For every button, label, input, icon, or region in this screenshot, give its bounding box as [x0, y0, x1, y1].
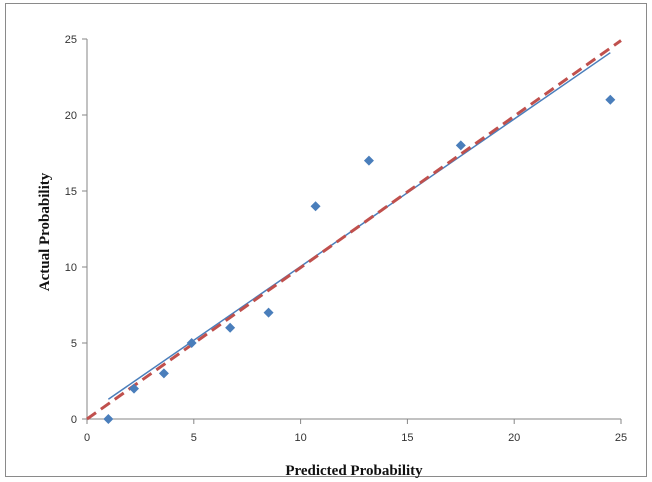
data-point-diamond [455, 140, 466, 151]
data-point-diamond [103, 414, 114, 424]
x-tick-label: 10 [294, 432, 306, 444]
x-tick-label: 25 [615, 432, 627, 444]
dashed-reference-line [86, 39, 622, 421]
data-point-diamond [128, 383, 139, 394]
scatter-chart: 0 5 10 15 20 25 0 5 10 15 20 25 Predicted Probabili… [37, 34, 627, 478]
chart-frame: 0 5 10 15 20 25 0 5 10 15 20 25 Predicted Probabili… [5, 3, 647, 478]
data-point-diamond [158, 368, 169, 379]
data-point-diamond [310, 201, 321, 212]
data-point-diamond [263, 307, 274, 318]
x-tick-label: 15 [401, 432, 413, 444]
axes [82, 38, 622, 424]
data-point-diamond [363, 155, 374, 166]
x-tick-label: 0 [84, 432, 90, 444]
x-tick-label: 20 [508, 432, 520, 444]
y-tick-label: 10 [65, 262, 77, 274]
y-tick-label: 0 [71, 414, 77, 426]
y-tick-label: 15 [65, 186, 77, 198]
tick-labels: 0 5 10 15 20 25 0 5 10 15 20 25 [65, 34, 627, 444]
x-tick-label: 5 [191, 432, 197, 444]
y-axis-title: Actual Probability [37, 172, 53, 291]
x-axis-title: Predicted Probability [285, 463, 423, 478]
y-tick-label: 5 [71, 338, 77, 350]
data-point-diamond [605, 94, 616, 105]
data-point-diamond [225, 322, 236, 333]
y-tick-label: 25 [65, 34, 77, 46]
y-tick-label: 20 [65, 110, 77, 122]
fit-lines [86, 39, 622, 421]
data-point-diamond [186, 338, 197, 348]
data-points [103, 94, 616, 424]
